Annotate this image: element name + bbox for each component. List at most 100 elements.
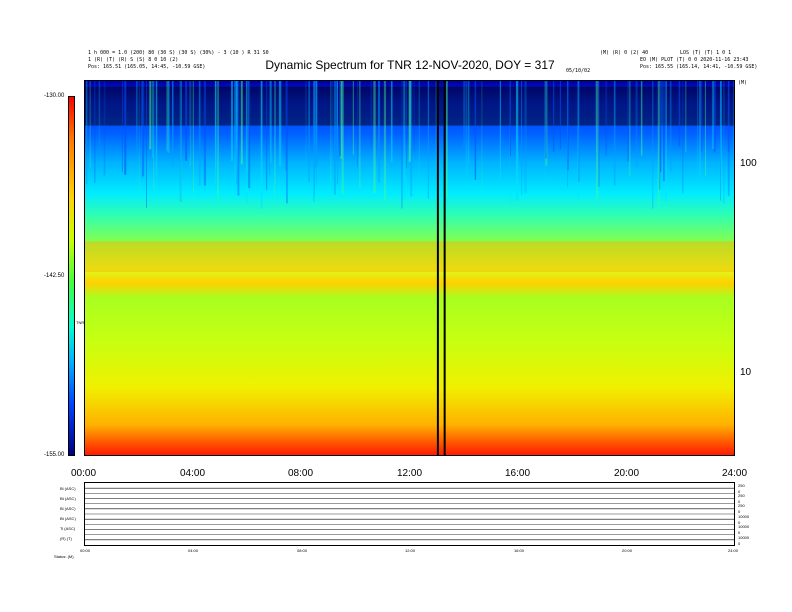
noise-streak xyxy=(278,81,282,167)
noise-streak xyxy=(474,81,477,180)
noise-streak xyxy=(155,81,158,178)
noise-streak xyxy=(248,81,251,189)
noise-streak xyxy=(468,81,470,165)
noise-streak xyxy=(275,81,276,199)
noise-streak xyxy=(720,81,722,189)
header-right-line2: LOS (T) (T) 1 0 1 xyxy=(680,50,732,56)
solar-wind-panels xyxy=(84,482,735,546)
header-right-line4: Pos: 165.55 (165.14, 14:41, -10.59 GSE) xyxy=(640,64,758,70)
panel-label-4: Bt (ASC) xyxy=(60,516,76,521)
colorbar-tick-min: -155.00 xyxy=(44,452,65,458)
panel-rtick-10: 0 xyxy=(738,530,741,535)
noise-streak xyxy=(698,81,702,178)
panel-rtick-6: 0 xyxy=(738,509,741,514)
noise-streak xyxy=(199,81,200,149)
noise-streak xyxy=(711,81,715,150)
noise-streak xyxy=(678,81,681,147)
panel-rtick-12: 0 xyxy=(738,541,741,546)
panel-rtick-2: 0 xyxy=(738,489,741,494)
noise-streak xyxy=(727,81,730,196)
noise-streak xyxy=(408,81,411,162)
panel-label-3: Bl (ASC) xyxy=(60,506,76,511)
noise-streak xyxy=(704,81,706,176)
noise-streak xyxy=(509,81,511,156)
noise-streak xyxy=(240,81,243,165)
noise-streak xyxy=(640,81,643,156)
noise-streak xyxy=(596,81,599,199)
noise-streak xyxy=(595,81,597,161)
noise-streak xyxy=(171,81,174,167)
x-tick-3: 12:00 xyxy=(397,468,423,479)
noise-streak xyxy=(373,81,376,194)
noise-streak xyxy=(151,81,154,158)
noise-streak xyxy=(336,81,338,185)
noise-streak xyxy=(185,81,188,161)
noise-streak xyxy=(418,81,420,179)
panel-x-tick-0: 00:00 xyxy=(80,548,91,553)
panel-rtick-1: 250 xyxy=(738,483,745,488)
noise-streak xyxy=(313,81,315,196)
noise-streak xyxy=(559,81,561,150)
noise-streak xyxy=(316,81,318,163)
noise-streak xyxy=(652,81,654,209)
noise-streak xyxy=(356,81,358,168)
noise-streak xyxy=(577,81,580,198)
noise-streak xyxy=(406,81,407,169)
noise-streak xyxy=(235,81,238,183)
colorbar-tick-max: -130.00 xyxy=(44,93,65,99)
noise-streak xyxy=(383,81,387,200)
noise-streak xyxy=(405,81,407,187)
noise-streak xyxy=(149,81,152,150)
panel-rtick-3: 250 xyxy=(738,493,745,498)
noise-streak xyxy=(578,81,580,182)
noise-streak xyxy=(188,81,190,155)
noise-streak xyxy=(465,81,468,173)
panel-rtick-4: 0 xyxy=(738,499,741,504)
noise-streak xyxy=(358,81,361,189)
noise-streak xyxy=(166,81,169,151)
noise-streak xyxy=(663,81,665,182)
panel-footer: Status: (M) xyxy=(54,554,74,559)
noise-streak xyxy=(521,81,523,195)
panel-rtick-8: 0 xyxy=(738,520,741,525)
noise-streak xyxy=(153,81,155,191)
noise-streak xyxy=(167,81,170,153)
noise-streak xyxy=(331,81,333,171)
noise-streak xyxy=(189,81,191,167)
noise-streak xyxy=(413,81,415,152)
panel-rtick-11: 10000 xyxy=(738,535,750,540)
colorbar xyxy=(68,96,75,456)
header-right-line1: (M) (R) 0 (2) 40 xyxy=(600,50,649,56)
noise-streak xyxy=(605,81,608,156)
x-tick-6: 24:00 xyxy=(722,468,748,479)
panel-x-tick-3: 12:00 xyxy=(405,548,416,553)
noise-streak xyxy=(613,81,616,186)
noise-streak xyxy=(635,81,638,168)
panel-rtick-5: 250 xyxy=(738,503,745,508)
noise-streak xyxy=(192,81,194,195)
noise-streak xyxy=(146,81,147,208)
panel-x-tick-4: 16:00 xyxy=(514,548,525,553)
panel-label-6: (R) (T) xyxy=(60,536,72,541)
noise-streak xyxy=(629,81,631,176)
noise-streak xyxy=(597,81,600,187)
noise-streak xyxy=(697,81,698,182)
noise-streak xyxy=(237,81,240,196)
header-left-line2: 1 (R) (T) (R) S (S) 8 0 10 (2) xyxy=(88,57,179,63)
panel-label-2: Bt (ASC) xyxy=(60,496,76,501)
noise-streak xyxy=(94,81,96,184)
noise-streak xyxy=(315,81,317,168)
noise-streak xyxy=(446,81,448,199)
noise-streak xyxy=(352,81,354,155)
panel-label-1: Bl (ASC) xyxy=(60,486,76,491)
panel-rtick-9: 10000 xyxy=(738,524,750,529)
noise-streak xyxy=(544,81,547,159)
noise-streak xyxy=(661,81,663,189)
noise-streak xyxy=(435,81,437,175)
x-tick-1: 04:00 xyxy=(180,468,206,479)
noise-streak xyxy=(260,81,263,209)
right-tick-100: 100 xyxy=(740,158,757,169)
noise-streak xyxy=(727,81,730,152)
chart-title: Dynamic Spectrum for TNR 12-NOV-2020, DO… xyxy=(265,58,555,72)
noise-streak xyxy=(124,81,127,175)
